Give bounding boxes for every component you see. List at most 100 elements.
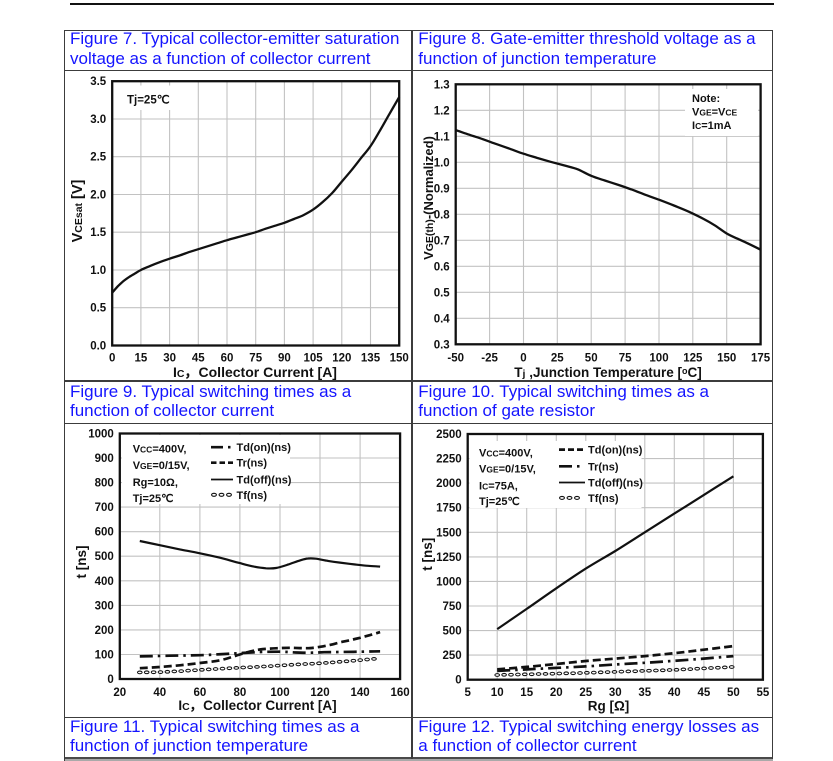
svg-text:800: 800 [95, 478, 114, 490]
svg-text:t [ns]: t [ns] [420, 538, 435, 571]
svg-text:0.0: 0.0 [90, 341, 106, 353]
svg-text:140: 140 [351, 687, 370, 699]
svg-text:1.1: 1.1 [434, 131, 451, 143]
svg-text:15: 15 [135, 353, 148, 365]
svg-text:IC，Collector Current [A]: IC，Collector Current [A] [178, 698, 336, 713]
svg-text:750: 750 [443, 601, 462, 613]
svg-text:900: 900 [95, 453, 114, 465]
svg-text:30: 30 [609, 687, 622, 699]
svg-text:0.5: 0.5 [434, 287, 451, 299]
svg-text:45: 45 [698, 687, 711, 699]
svg-text:10: 10 [491, 687, 504, 699]
svg-text:IC=75A,: IC=75A, [479, 480, 518, 492]
svg-text:0.3: 0.3 [434, 339, 450, 351]
svg-text:45: 45 [192, 353, 205, 365]
svg-text:Tf(ns): Tf(ns) [588, 493, 619, 505]
svg-text:105: 105 [304, 353, 324, 365]
svg-text:175: 175 [751, 353, 771, 365]
svg-text:-50: -50 [447, 353, 464, 365]
svg-text:0.4: 0.4 [434, 313, 451, 325]
svg-text:Tj=25℃: Tj=25℃ [127, 94, 170, 107]
svg-text:100: 100 [649, 353, 668, 365]
svg-text:1.5: 1.5 [90, 227, 107, 239]
svg-text:0: 0 [520, 353, 526, 365]
svg-text:40: 40 [668, 687, 681, 699]
svg-text:0: 0 [109, 353, 115, 365]
svg-text:100: 100 [270, 687, 289, 699]
svg-text:500: 500 [443, 626, 462, 638]
svg-text:t [ns]: t [ns] [74, 546, 89, 579]
svg-text:Tf(ns): Tf(ns) [237, 490, 268, 502]
svg-text:VGE(th)-(Normalized): VGE(th)-(Normalized) [421, 136, 436, 260]
svg-text:400: 400 [95, 576, 114, 588]
svg-text:500: 500 [95, 551, 114, 563]
svg-text:1.0: 1.0 [90, 265, 106, 277]
svg-text:-25: -25 [481, 353, 498, 365]
svg-text:300: 300 [95, 600, 114, 612]
svg-text:1.3: 1.3 [434, 79, 450, 91]
svg-text:125: 125 [683, 353, 703, 365]
svg-text:0: 0 [107, 674, 113, 686]
svg-text:100: 100 [95, 650, 114, 662]
svg-text:2250: 2250 [436, 454, 462, 466]
svg-text:0.5: 0.5 [90, 303, 107, 315]
svg-text:VGE=VCE: VGE=VCE [692, 107, 738, 119]
svg-text:2000: 2000 [436, 478, 462, 490]
svg-text:30: 30 [163, 353, 176, 365]
svg-text:1500: 1500 [436, 527, 462, 539]
svg-text:1000: 1000 [88, 429, 114, 441]
svg-text:80: 80 [234, 687, 247, 699]
svg-text:2.0: 2.0 [90, 190, 106, 202]
svg-text:600: 600 [95, 527, 114, 539]
svg-text:IC，Collector Current [A]: IC，Collector Current [A] [173, 364, 337, 380]
svg-text:0: 0 [455, 675, 461, 687]
svg-text:25: 25 [579, 687, 592, 699]
svg-text:2500: 2500 [436, 429, 462, 441]
svg-text:75: 75 [619, 353, 632, 365]
svg-text:1.0: 1.0 [434, 157, 450, 169]
svg-text:160: 160 [391, 687, 410, 699]
svg-text:1000: 1000 [436, 576, 462, 588]
svg-text:Td(on)(ns): Td(on)(ns) [588, 445, 643, 457]
svg-text:150: 150 [390, 353, 409, 365]
svg-text:250: 250 [443, 650, 462, 662]
svg-text:35: 35 [638, 687, 651, 699]
svg-text:1.2: 1.2 [434, 105, 450, 117]
svg-text:Td(on)(ns): Td(on)(ns) [237, 442, 292, 454]
svg-text:Td(off)(ns): Td(off)(ns) [588, 478, 643, 490]
svg-text:Tj ,Junction Temperature [oC]: Tj ,Junction Temperature [oC] [514, 365, 701, 380]
svg-text:3.0: 3.0 [90, 114, 106, 126]
svg-text:IC=1mA: IC=1mA [692, 120, 732, 132]
svg-text:Tr(ns): Tr(ns) [237, 458, 268, 470]
svg-text:20: 20 [113, 687, 126, 699]
svg-text:75: 75 [249, 353, 262, 365]
svg-text:VCC=400V,: VCC=400V, [133, 444, 187, 456]
svg-text:0.9: 0.9 [434, 183, 450, 195]
svg-text:50: 50 [727, 687, 740, 699]
svg-text:2.5: 2.5 [90, 152, 107, 164]
svg-text:Tr(ns): Tr(ns) [588, 461, 619, 473]
svg-text:20: 20 [550, 687, 563, 699]
svg-text:Rg [Ω]: Rg [Ω] [588, 698, 630, 713]
svg-text:90: 90 [278, 353, 291, 365]
svg-text:55: 55 [757, 687, 770, 699]
svg-text:60: 60 [194, 687, 207, 699]
svg-text:3.5: 3.5 [90, 76, 107, 88]
svg-text:0.7: 0.7 [434, 235, 450, 247]
svg-text:15: 15 [520, 687, 533, 699]
svg-text:120: 120 [332, 353, 351, 365]
svg-text:200: 200 [95, 625, 114, 637]
svg-text:VGE=0/15V,: VGE=0/15V, [133, 460, 190, 472]
svg-text:700: 700 [95, 502, 114, 514]
svg-text:60: 60 [221, 353, 234, 365]
svg-text:Rg=10Ω,: Rg=10Ω, [133, 477, 178, 489]
svg-text:0.6: 0.6 [434, 261, 450, 273]
svg-text:5: 5 [464, 687, 471, 699]
svg-text:1750: 1750 [436, 503, 462, 515]
svg-text:25: 25 [551, 353, 564, 365]
svg-text:Td(off)(ns): Td(off)(ns) [237, 475, 292, 487]
svg-text:Tj=25℃: Tj=25℃ [133, 493, 174, 505]
svg-text:40: 40 [153, 687, 166, 699]
svg-text:VCC=400V,: VCC=400V, [479, 448, 533, 460]
svg-text:Tj=25℃: Tj=25℃ [479, 496, 520, 508]
